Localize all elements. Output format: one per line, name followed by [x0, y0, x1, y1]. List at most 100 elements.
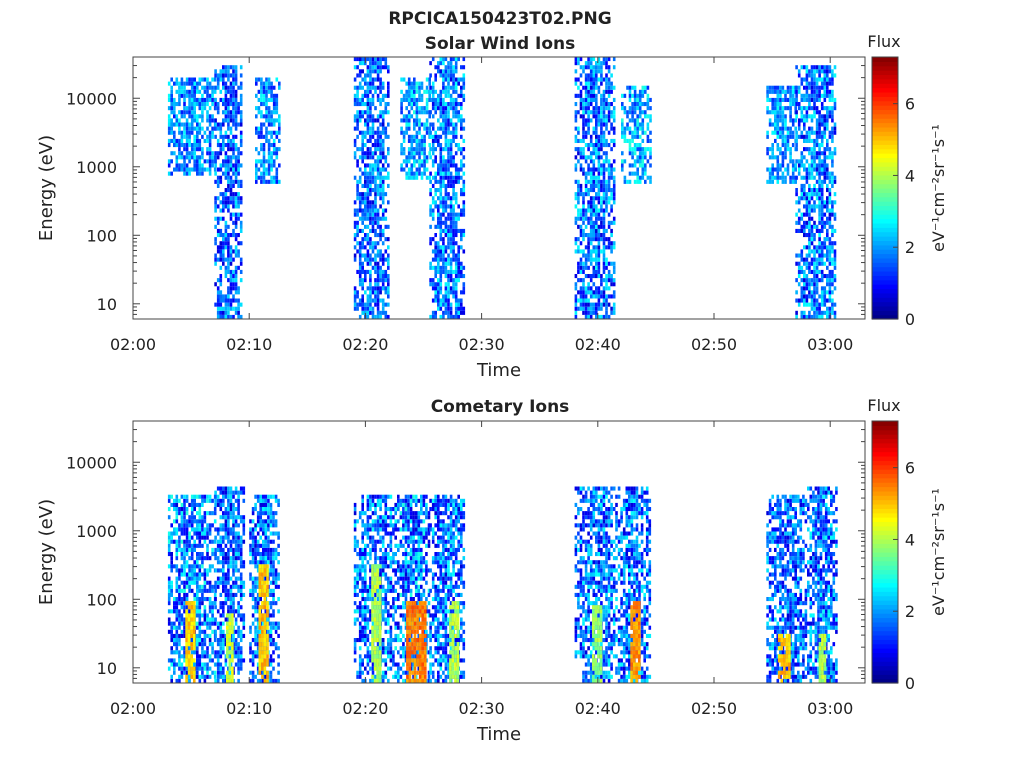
flux-cell — [196, 163, 199, 167]
flux-cell — [170, 634, 173, 638]
flux-cell — [834, 274, 837, 278]
flux-cell — [178, 679, 181, 683]
flux-cell — [359, 249, 362, 253]
flux-cell — [452, 78, 455, 82]
flux-cell — [217, 106, 220, 110]
flux-cell — [423, 123, 426, 127]
colorbar-segment — [872, 232, 898, 237]
flux-cell — [595, 184, 598, 188]
flux-cell — [585, 86, 588, 90]
flux-cell — [834, 176, 837, 180]
flux-cell — [585, 307, 588, 311]
flux-cell — [818, 311, 821, 315]
flux-cell — [260, 123, 263, 127]
flux-cell — [429, 192, 432, 196]
flux-cell — [209, 98, 212, 102]
colorbar-segment — [872, 306, 898, 311]
flux-cell — [585, 131, 588, 135]
flux-cell — [463, 57, 466, 61]
flux-cell — [818, 249, 821, 253]
flux-cell — [421, 176, 424, 180]
flux-cell — [575, 147, 578, 151]
flux-cell — [214, 225, 217, 229]
flux-cell — [176, 609, 179, 613]
flux-cell — [230, 110, 233, 114]
flux-cell — [369, 200, 372, 204]
flux-cell — [577, 127, 580, 131]
flux-cell — [806, 294, 809, 298]
flux-cell — [227, 196, 230, 200]
flux-cell — [413, 139, 416, 143]
flux-cell — [354, 86, 357, 90]
flux-cell — [455, 172, 458, 176]
flux-cell — [429, 135, 432, 139]
flux-cell — [806, 90, 809, 94]
flux-cell — [590, 172, 593, 176]
flux-cell — [235, 278, 238, 282]
flux-cell — [808, 241, 811, 245]
flux-cell — [356, 65, 359, 69]
flux-cell — [222, 200, 225, 204]
flux-cell — [379, 270, 382, 274]
flux-cell — [831, 299, 834, 303]
flux-cell — [603, 229, 606, 233]
flux-cell — [816, 315, 819, 319]
flux-cell — [813, 110, 816, 114]
flux-cell — [437, 106, 440, 110]
flux-cell — [240, 102, 243, 106]
flux-cell — [575, 237, 578, 241]
flux-cell — [795, 254, 798, 258]
flux-cell — [813, 94, 816, 98]
flux-cell — [369, 147, 372, 151]
flux-cell — [268, 155, 271, 159]
flux-cell — [808, 270, 811, 274]
flux-cell — [211, 114, 214, 118]
flux-cell — [649, 176, 652, 180]
flux-cell — [183, 560, 186, 564]
flux-cell — [232, 123, 235, 127]
flux-cell — [367, 155, 370, 159]
flux-cell — [434, 294, 437, 298]
flux-cell — [170, 110, 173, 114]
flux-cell — [188, 548, 191, 552]
flux-cell — [206, 675, 209, 679]
flux-cell — [211, 86, 214, 90]
flux-cell — [176, 159, 179, 163]
flux-cell — [225, 94, 228, 98]
flux-cell — [232, 274, 235, 278]
flux-cell — [831, 90, 834, 94]
flux-cell — [193, 143, 196, 147]
flux-cell — [457, 315, 460, 319]
flux-cell — [191, 548, 194, 552]
flux-cell — [629, 110, 632, 114]
flux-cell — [426, 127, 429, 131]
flux-cell — [605, 299, 608, 303]
flux-cell — [400, 110, 403, 114]
flux-cell — [209, 626, 212, 630]
flux-cell — [445, 290, 448, 294]
flux-cell — [201, 667, 204, 671]
flux-cell — [206, 78, 209, 82]
flux-cell — [452, 209, 455, 213]
flux-cell — [178, 511, 181, 515]
flux-cell — [232, 307, 235, 311]
flux-cell — [183, 544, 186, 548]
flux-cell — [440, 73, 443, 77]
flux-cell — [593, 303, 596, 307]
flux-cell — [222, 307, 225, 311]
flux-cell — [204, 589, 207, 593]
flux-cell — [829, 258, 832, 262]
flux-cell — [408, 168, 411, 172]
flux-cell — [188, 172, 191, 176]
flux-cell — [621, 127, 624, 131]
flux-cell — [455, 151, 458, 155]
flux-cell — [217, 217, 220, 221]
flux-cell — [201, 613, 204, 617]
flux-cell — [354, 200, 357, 204]
flux-cell — [445, 176, 448, 180]
flux-cell — [582, 266, 585, 270]
flux-cell — [639, 102, 642, 106]
flux-cell — [445, 307, 448, 311]
flux-cell — [816, 204, 819, 208]
